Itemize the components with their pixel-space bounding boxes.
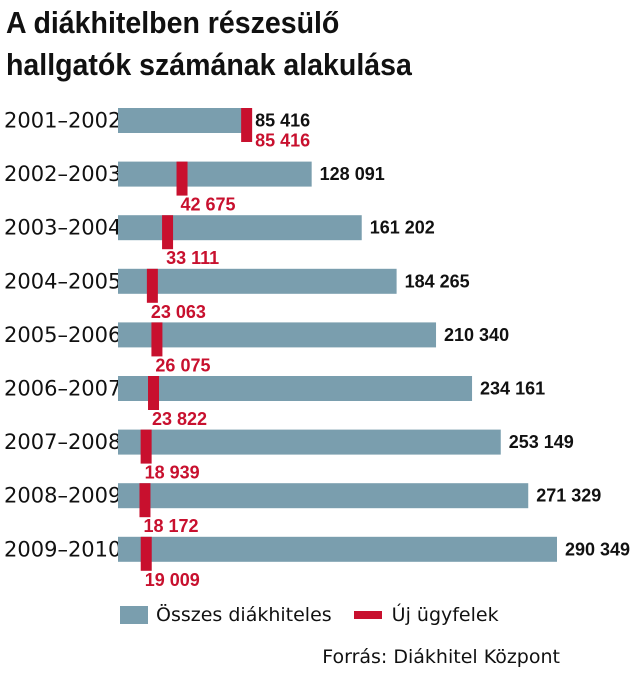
value-label-new: 23 063 — [151, 302, 206, 322]
bar-total — [118, 429, 501, 455]
value-label-new: 42 675 — [181, 195, 236, 215]
category-label: 2006–2007 — [4, 377, 121, 401]
value-label-new: 23 822 — [152, 409, 207, 429]
bar-new — [176, 161, 188, 196]
bar-total — [118, 376, 473, 401]
legend-label-new: Új ügyfelek — [391, 604, 499, 626]
bar-new — [139, 483, 151, 518]
value-label-new: 26 075 — [155, 355, 210, 375]
legend-item-new: Új ügyfelek — [353, 604, 499, 626]
value-label-total: 85 416 — [255, 111, 310, 131]
value-label-new: 18 172 — [143, 516, 198, 536]
bar-new — [151, 322, 163, 357]
legend-swatch-new — [353, 611, 382, 619]
bar-new — [140, 536, 152, 571]
category-label: 2004–2005 — [4, 269, 121, 293]
bar-total — [118, 161, 312, 187]
legend-label-total: Összes diákhiteles — [156, 604, 332, 626]
value-label-total: 184 265 — [405, 271, 470, 291]
legend-swatch-total — [120, 606, 148, 624]
bar-total — [118, 536, 557, 562]
bar-new — [148, 376, 160, 410]
value-label-new: 18 939 — [145, 463, 200, 483]
bar-total — [118, 483, 529, 509]
legend: Összes diákhiteles Új ügyfelek — [120, 604, 521, 626]
category-label: 2005–2006 — [4, 323, 121, 347]
category-label: 2002–2003 — [4, 162, 121, 186]
value-label-total: 253 149 — [509, 432, 574, 452]
chart-title: A diákhitelben részesülő hallgatók számá… — [6, 2, 412, 86]
source-note: Forrás: Diákhitel Központ — [322, 646, 560, 668]
bar-total — [118, 108, 248, 133]
category-label: 2009–2010 — [4, 537, 121, 561]
value-label-new: 85 416 — [255, 131, 310, 151]
bar-new — [241, 108, 253, 142]
value-label-total: 234 161 — [480, 379, 545, 399]
bar-new — [162, 215, 174, 250]
value-label-new: 33 111 — [166, 248, 219, 268]
value-label-total: 271 329 — [536, 486, 601, 506]
value-label-total: 128 091 — [320, 164, 385, 184]
category-label: 2001–2002 — [4, 109, 121, 133]
bar-total — [118, 322, 437, 348]
category-label: 2007–2008 — [4, 430, 121, 454]
legend-item-total: Összes diákhiteles — [120, 604, 332, 626]
title-line-1: A diákhitelben részesülő — [6, 5, 340, 40]
value-label-total: 210 340 — [444, 325, 509, 345]
bar-new — [146, 268, 158, 303]
value-label-new: 19 009 — [145, 570, 200, 590]
bar-new — [140, 429, 152, 464]
title-line-2: hallgatók számának alakulása — [6, 47, 412, 82]
value-label-total: 290 349 — [565, 539, 630, 559]
bar-total — [118, 268, 397, 294]
bar-total — [118, 215, 362, 241]
value-label-total: 161 202 — [370, 218, 435, 238]
category-label: 2008–2009 — [4, 484, 121, 508]
category-label: 2003–2004 — [4, 216, 121, 240]
